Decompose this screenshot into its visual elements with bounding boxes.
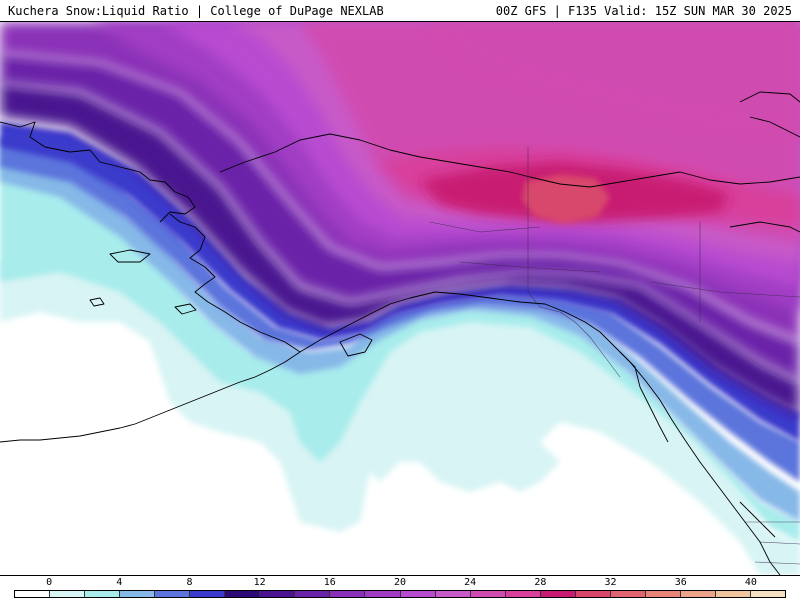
colorbar-swatch [120, 591, 156, 597]
colorbar-swatch [365, 591, 401, 597]
colorbar-swatch [155, 591, 191, 597]
coast-alaska-west [169, 213, 301, 353]
colorbar-swatch [505, 591, 541, 597]
ratio-zone-purple [0, 52, 800, 382]
colorbar-tick-label: 20 [393, 577, 407, 588]
ratio-zone-deep-purple [0, 82, 800, 417]
colorbar-legend: 0 4 8 12 16 20 24 28 32 36 40 [0, 575, 800, 600]
colorbar-swatch [715, 591, 751, 597]
colorbar-swatch [400, 591, 436, 597]
colorbar-swatch [750, 591, 786, 597]
model-run-valid-time: 00Z GFS | F135 Valid: 15Z SUN MAR 30 202… [495, 4, 792, 18]
coastline-overlay [0, 91, 800, 575]
colorbar-swatch [330, 591, 366, 597]
ratio-zone-upper-pink [430, 22, 800, 132]
colorbar-swatch [295, 591, 331, 597]
colorbar-tick-label: 16 [323, 577, 336, 588]
colorbar-swatch [470, 591, 506, 597]
colorbar-tick-label: 8 [186, 577, 193, 588]
coast-gulf-of-alaska [299, 291, 781, 575]
colorbar-swatches [14, 590, 786, 598]
colorbar-swatch [85, 591, 121, 597]
ratio-zone-salmon [522, 174, 610, 224]
colorbar-tick-label: 40 [744, 577, 757, 588]
colorbar-swatch [225, 591, 261, 597]
colorbar-swatch [50, 591, 86, 597]
border-alaska-canada [527, 147, 621, 378]
coast-siberia [0, 121, 196, 223]
coast-alaska-north [219, 133, 531, 178]
coast-aleutians [0, 351, 301, 443]
colorbar-swatch [15, 591, 51, 597]
ratio-zone-indigo [0, 122, 800, 442]
colorbar-tick-label: 4 [116, 577, 123, 588]
colorbar-swatch [610, 591, 646, 597]
border-us-canada [745, 521, 800, 565]
colorbar-swatch [435, 591, 471, 597]
colorbar-tick-label: 32 [604, 577, 617, 588]
border-overlay [429, 147, 800, 565]
colorbar-swatch [575, 591, 611, 597]
coast-canada-arctic [529, 171, 800, 188]
coast-bering-islands [89, 249, 197, 315]
colorbar-tick-label: 28 [534, 577, 547, 588]
colorbar-tick-label: 24 [464, 577, 477, 588]
snow-ratio-map [0, 22, 800, 575]
border-canada-provinces [429, 221, 800, 322]
coast-arctic-islands [729, 91, 800, 233]
colorbar-tick-label: 0 [46, 577, 53, 588]
colorbar-swatch [680, 591, 716, 597]
map-header: Kuchera Snow:Liquid Ratio | College of D… [0, 0, 800, 22]
colorbar-swatch [645, 591, 681, 597]
colorbar-tick-label: 36 [674, 577, 687, 588]
colorbar-swatch [190, 591, 226, 597]
colorbar-swatch [260, 591, 296, 597]
colorbar-tick-label: 12 [253, 577, 266, 588]
colorbar-ticks: 0 4 8 12 16 20 24 28 32 36 40 [14, 577, 786, 589]
colorbar-swatch [540, 591, 576, 597]
product-title: Kuchera Snow:Liquid Ratio | College of D… [8, 4, 384, 18]
ratio-zone-blue [0, 137, 800, 482]
coast-kodiak [339, 333, 373, 357]
